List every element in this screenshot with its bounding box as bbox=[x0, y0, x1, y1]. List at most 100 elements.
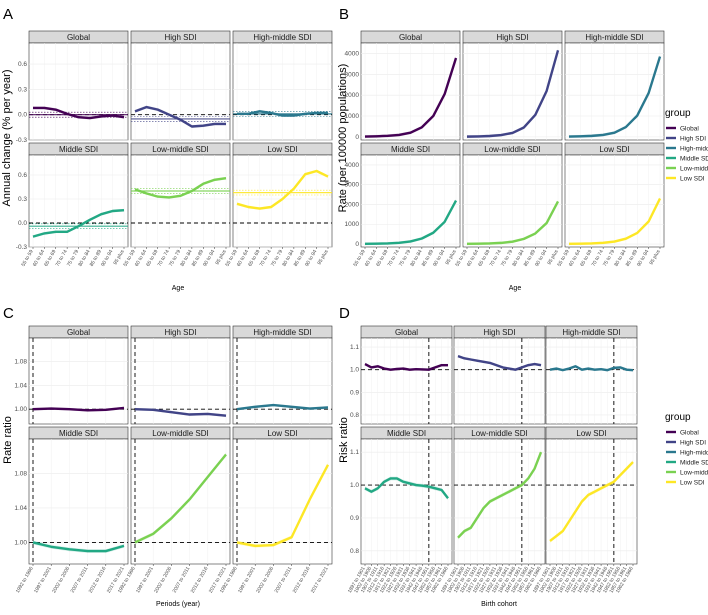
x-tick-label: 2002 to 2006 bbox=[255, 566, 275, 594]
legend-2: group Global High SDI High-middle SDI Middle… bbox=[665, 412, 708, 487]
facet-B-high-sdi: High SDI bbox=[462, 30, 563, 141]
y-tick-label: 0.9 bbox=[350, 389, 359, 396]
y-tick-label: 0.9 bbox=[350, 515, 359, 522]
x-tick-label: 95 plus bbox=[316, 249, 330, 266]
legend-label: Global bbox=[680, 430, 699, 437]
x-tick-label: 2012 to 2016 bbox=[190, 566, 210, 594]
facet-panel bbox=[360, 337, 453, 425]
x-axis-title-A: Age bbox=[172, 285, 185, 292]
legend-label: Middle SDI bbox=[680, 460, 708, 467]
series-ribbon bbox=[550, 460, 633, 543]
series-ribbon bbox=[33, 540, 124, 553]
series-line bbox=[549, 461, 634, 542]
chart-C: C Rate ratio Periods (year) Global 1.00 1.04 1… bbox=[2, 305, 333, 608]
y-tick-label: 1.04 bbox=[14, 382, 27, 389]
facet-strip-label: Low-middle SDI bbox=[471, 429, 527, 438]
y-tick-label: 0 bbox=[355, 241, 359, 248]
legend-label: High-middle SDI bbox=[680, 450, 708, 457]
facet-strip-label: Low SDI bbox=[267, 429, 297, 438]
y-tick-label: 0.6 bbox=[18, 61, 27, 68]
series-line bbox=[32, 541, 125, 553]
x-tick-label: 1997 to 2001 bbox=[237, 566, 257, 594]
facet-A-high-middle-sdi: High-middle SDI bbox=[232, 30, 333, 141]
facet-panel bbox=[360, 438, 453, 565]
facet-C-high-sdi: High SDI bbox=[130, 325, 231, 425]
y-tick-label: 0 bbox=[355, 134, 359, 141]
legend-label: Low SDI bbox=[680, 480, 705, 487]
legend-label: High SDI bbox=[680, 440, 706, 447]
y-tick-label: 4000 bbox=[345, 50, 360, 57]
facet-strip-label: High-middle SDI bbox=[562, 328, 620, 337]
y-tick-label: 0.8 bbox=[350, 412, 359, 419]
y-tick-label: 0.3 bbox=[18, 196, 27, 203]
facet-strip-label: High-middle SDI bbox=[253, 328, 311, 337]
facet-strip-label: Global bbox=[399, 33, 422, 42]
facet-strip-label: Middle SDI bbox=[59, 429, 98, 438]
panel-letter-B: B bbox=[339, 6, 349, 23]
series-line bbox=[236, 464, 330, 548]
facet-panel bbox=[28, 438, 129, 565]
facet-panel bbox=[130, 337, 231, 425]
series-line bbox=[364, 477, 449, 499]
facet-C-high-middle-sdi: High-middle SDI bbox=[232, 325, 333, 425]
facet-panel bbox=[232, 438, 333, 565]
x-axis-title-C: Periods (year) bbox=[156, 601, 200, 608]
y-tick-label: 3000 bbox=[345, 182, 360, 189]
facet-panel bbox=[232, 337, 333, 425]
facet-strip-label: Low SDI bbox=[267, 145, 297, 154]
y-tick-label: 1.1 bbox=[350, 449, 359, 456]
legend-label: Low-middle SDI bbox=[680, 166, 708, 173]
y-tick-label: 0.8 bbox=[350, 548, 359, 555]
facet-panel bbox=[545, 438, 638, 565]
panel-letter-D: D bbox=[339, 305, 350, 322]
facet-strip-label: High SDI bbox=[496, 33, 528, 42]
y-tick-label: 2000 bbox=[345, 201, 360, 208]
facet-strip-label: High SDI bbox=[483, 328, 515, 337]
y-tick-label: -0.3 bbox=[16, 137, 28, 144]
facet-strip-label: High SDI bbox=[164, 328, 196, 337]
y-tick-label: 0.6 bbox=[18, 172, 27, 179]
x-tick-label: 1997 to 2001 bbox=[135, 566, 155, 594]
panel-letter-C: C bbox=[3, 305, 14, 322]
legend-title: group bbox=[665, 108, 691, 119]
legend-label: Low SDI bbox=[680, 176, 705, 183]
chart-D: D Risk ratio Birth cohort Global 0.8 0.9 1.0 1.… bbox=[338, 305, 638, 608]
y-tick-label: -0.3 bbox=[16, 244, 28, 251]
y-tick-label: 0.0 bbox=[18, 112, 27, 119]
y-tick-label: 1.00 bbox=[14, 539, 27, 546]
y-tick-label: 1.0 bbox=[350, 367, 359, 374]
series-line bbox=[549, 365, 634, 372]
facet-strip-label: Middle SDI bbox=[387, 429, 426, 438]
y-tick-label: 1.00 bbox=[14, 406, 27, 413]
facet-strip-label: Middle SDI bbox=[59, 145, 98, 154]
legend-1: group Global High SDI High-middle SDI Middle… bbox=[665, 108, 708, 183]
legend-label: Low-middle SDI bbox=[680, 470, 708, 477]
legend-label: High-middle SDI bbox=[680, 146, 708, 153]
y-tick-label: 1.08 bbox=[14, 359, 27, 366]
facet-panel bbox=[545, 337, 638, 425]
y-tick-label: 1.1 bbox=[350, 344, 359, 351]
facet-A-high-sdi: High SDI bbox=[130, 30, 231, 141]
x-tick-label: 1992 to 1996 bbox=[15, 566, 35, 594]
facet-strip-label: Low-middle SDI bbox=[152, 145, 208, 154]
series-line bbox=[134, 453, 227, 544]
legend-label: Global bbox=[680, 126, 699, 133]
y-tick-label: 4000 bbox=[345, 162, 360, 169]
y-axis-title-A: Annual change (% per year) bbox=[1, 70, 13, 207]
series-line bbox=[457, 354, 542, 371]
y-tick-label: 0.3 bbox=[18, 86, 27, 93]
facet-C-global: Global 1.00 1.04 1.08 bbox=[14, 325, 129, 425]
facet-panel bbox=[453, 438, 546, 565]
y-axis-title-B: Rate (per 100000 populations) bbox=[337, 64, 349, 213]
series-line bbox=[134, 407, 227, 417]
facet-strip-label: Low-middle SDI bbox=[152, 429, 208, 438]
